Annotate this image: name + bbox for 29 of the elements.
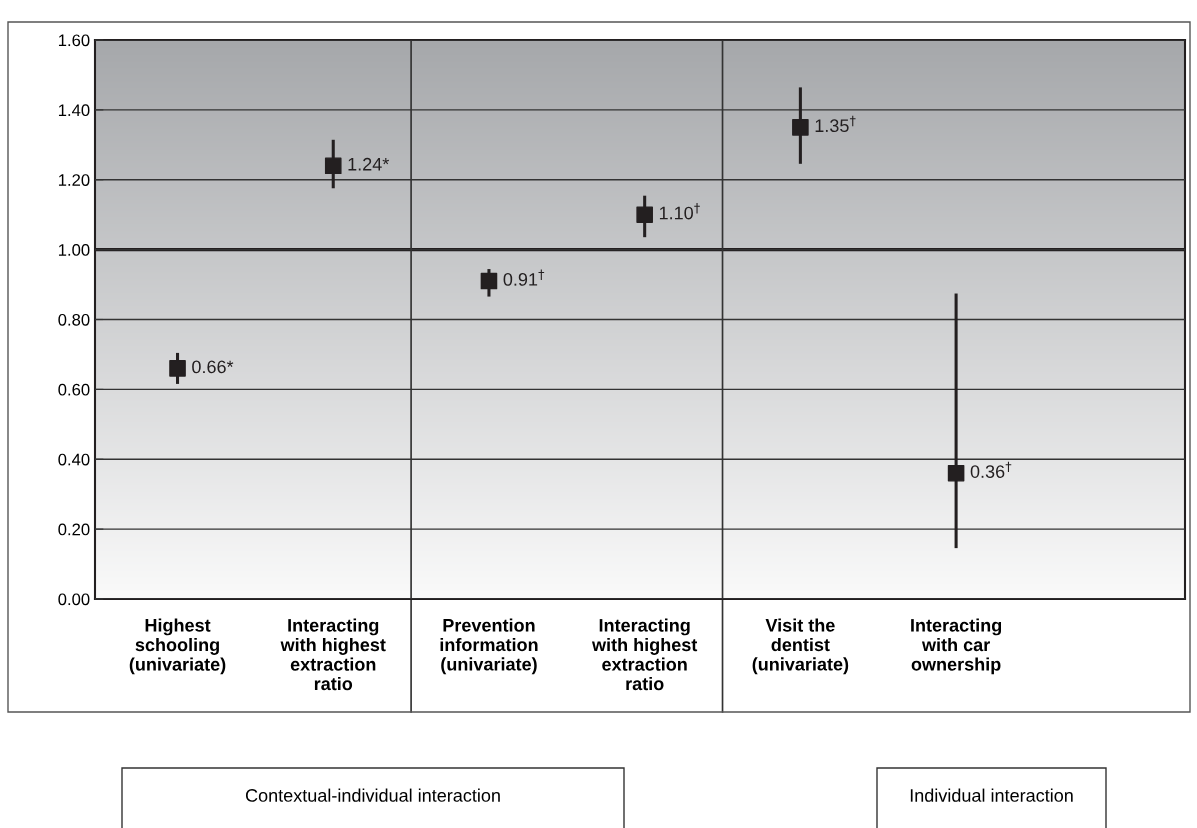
point <box>324 157 342 175</box>
y-tick-label: 0.60 <box>58 383 90 396</box>
y-tick-label: 0.80 <box>58 313 90 326</box>
data-label: 1.35$^{†}$ <box>815 115 856 133</box>
x-tick-label: Interacting with highest extraction ratio <box>280 618 386 691</box>
point <box>947 464 965 482</box>
text: Individual interaction <box>910 788 1073 802</box>
y-tick-label: 0.40 <box>58 453 90 466</box>
point <box>169 360 186 377</box>
y-tick-label: 0.20 <box>58 523 90 536</box>
text: Contextual-individual interaction <box>245 788 500 802</box>
data-label: 0.66* <box>192 360 234 374</box>
y-tick-label: 1.40 <box>58 104 90 117</box>
data-label: 0.91$^{†}$ <box>503 269 545 286</box>
y-tick-label: 1.20 <box>58 174 90 186</box>
x-tick-label: Interacting with highest extraction ratio <box>591 618 698 691</box>
point <box>636 206 653 223</box>
y-tick-label: 1.60 <box>58 34 90 47</box>
x-tick-label: Interacting with car ownership <box>911 618 1002 675</box>
data-label: 0.36$^{†}$ <box>970 461 1012 478</box>
point <box>480 272 498 290</box>
y-tick-label: 0.00 <box>58 593 90 606</box>
x-tick-label: Highest schooling (univariate) <box>129 618 226 675</box>
x-tick-label: Visit the dentist (univariate) <box>752 618 849 675</box>
point <box>792 119 809 136</box>
x-tick-label: Prevention information (univariate) <box>440 618 538 675</box>
data-label: 1.10$^{†}$ <box>659 203 700 220</box>
y-tick-label: 1.00 <box>58 244 90 256</box>
data-label: 1.24* <box>348 157 390 171</box>
